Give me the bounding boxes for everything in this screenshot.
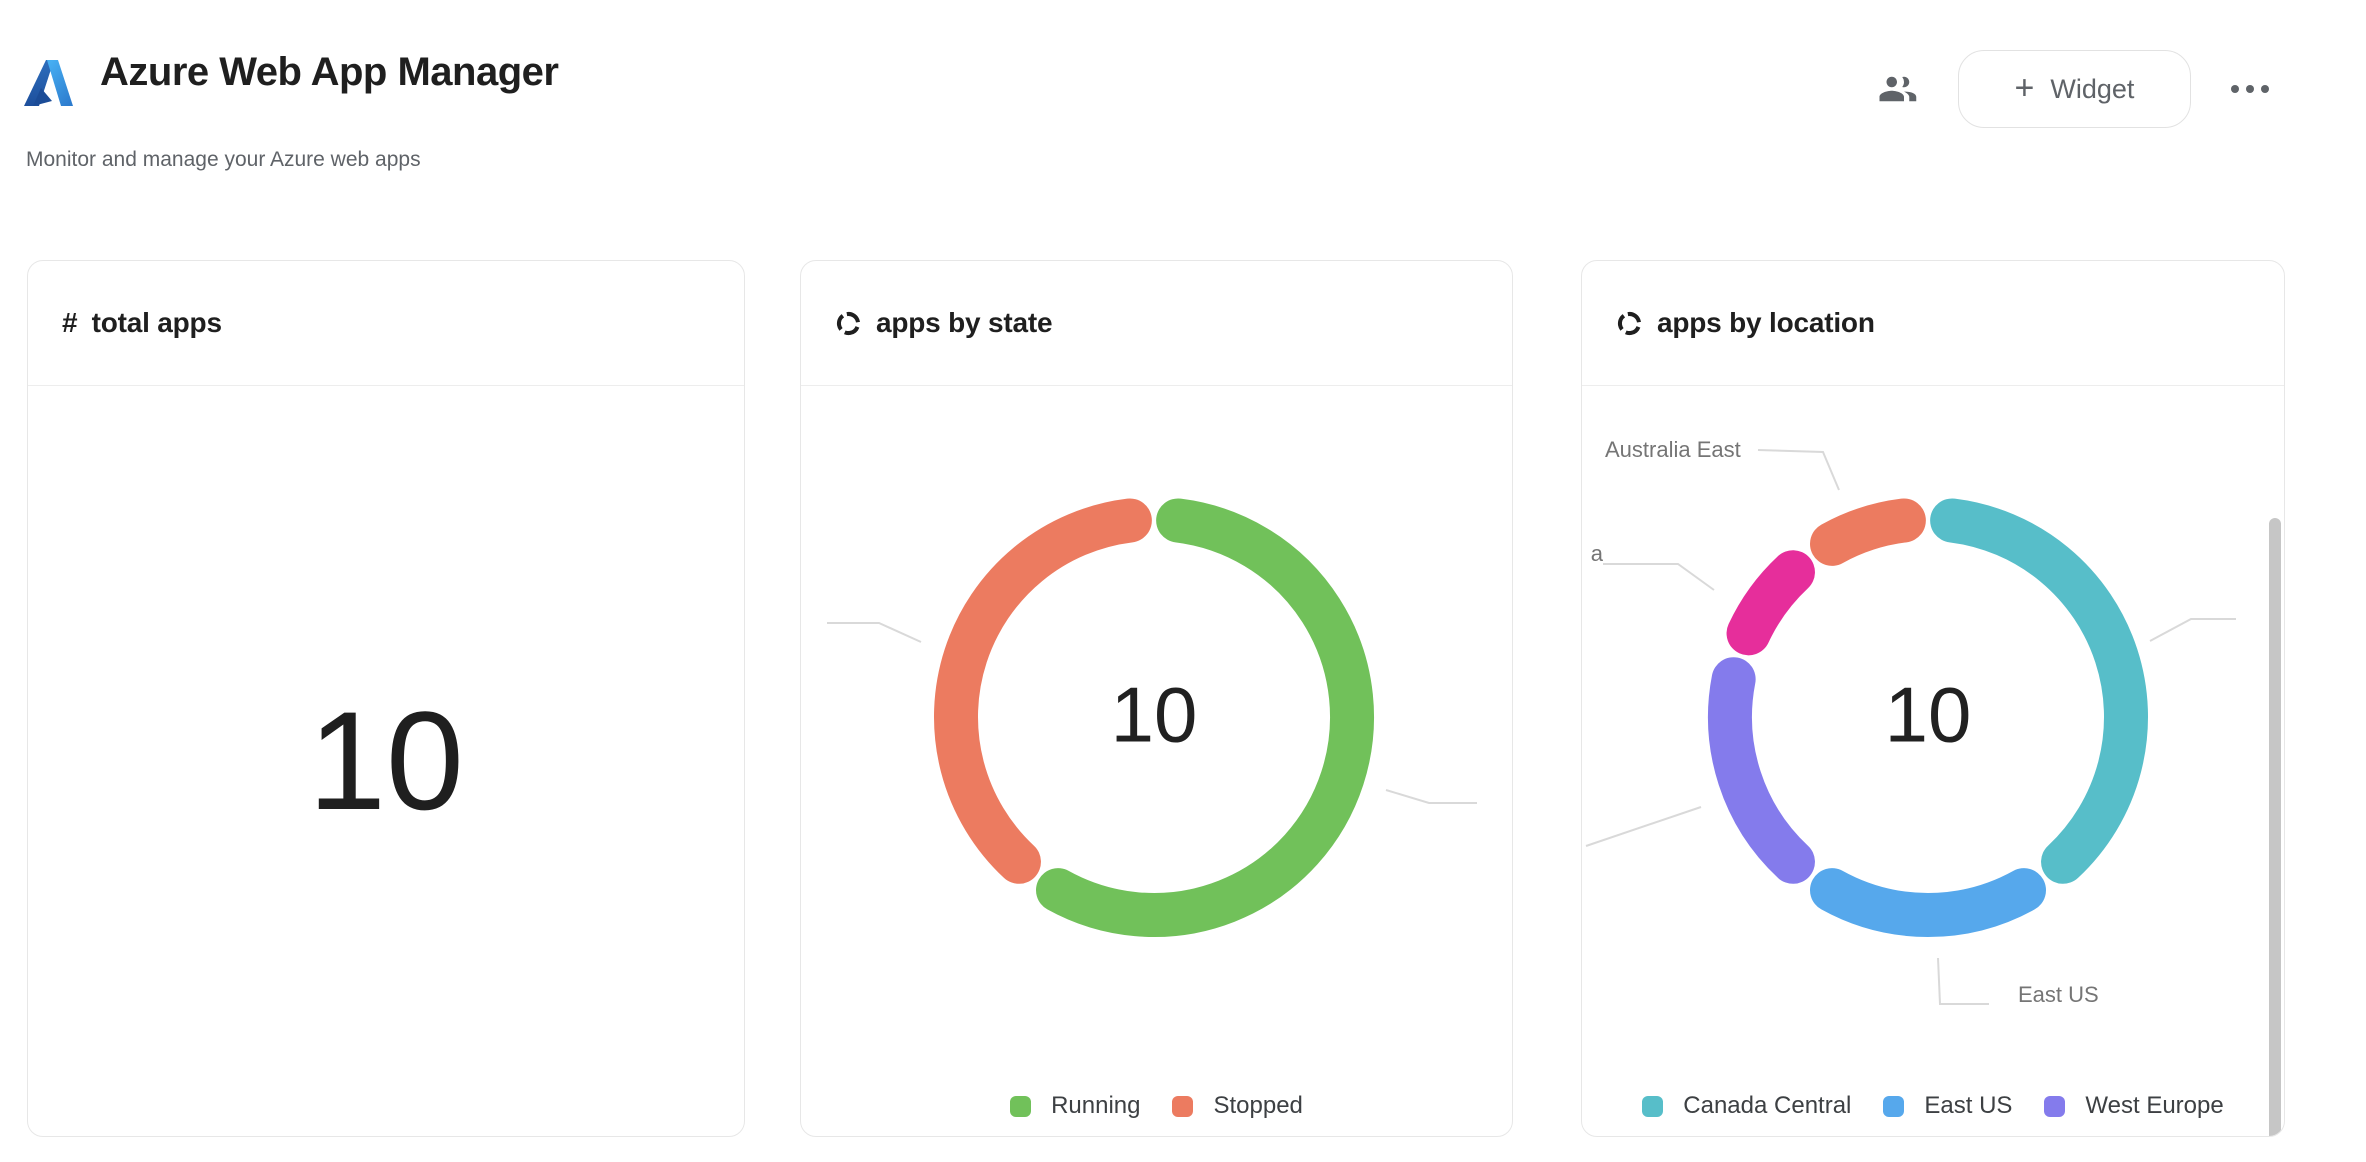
add-widget-label: Widget (2050, 73, 2135, 104)
legend-item-east-us[interactable]: East US (1883, 1092, 2012, 1120)
donut-segment-australia-east[interactable] (1810, 498, 1926, 566)
widget-card-total-apps: # total apps 10 (27, 260, 745, 1137)
donut-segment-west-europe[interactable] (1708, 657, 1815, 884)
total-apps-value: 10 (308, 682, 464, 839)
apps-by-state-donut-chart (827, 498, 1477, 937)
pie-label-leader-line (1937, 957, 1989, 1005)
more-options-button[interactable] (2222, 64, 2278, 114)
donut-segment-canada-central[interactable] (1930, 498, 2148, 884)
pie-label-leader-line (2149, 618, 2236, 642)
pie-label-leader-line (1757, 449, 1840, 491)
card-body: Australia East a East US 10 Canada Central… (1582, 386, 2284, 1136)
legend-label: Running (1051, 1092, 1141, 1119)
plus-icon: + (2014, 68, 2035, 107)
legend-item-canada-central[interactable]: Canada Central (1642, 1092, 1851, 1120)
pie-outer-label: Australia East (1605, 437, 1741, 462)
card-header: # total apps (28, 261, 744, 386)
vertical-scrollbar[interactable] (2269, 518, 2281, 1136)
legend-item-west-europe[interactable]: West Europe (2044, 1092, 2224, 1120)
legend-label: East US (1924, 1092, 2013, 1119)
card-body: 10 (28, 386, 744, 1136)
card-header: apps by state (801, 261, 1512, 386)
donut-center-value: 10 (1884, 670, 1972, 759)
hash-icon: # (62, 307, 78, 338)
donut-chart-icon (836, 311, 861, 335)
legend-label: Canada Central (1683, 1092, 1852, 1119)
card-body: 10 Running Stopped (801, 386, 1512, 1136)
people-icon (1879, 76, 1917, 102)
page-subtitle: Monitor and manage your Azure web apps (26, 148, 421, 171)
donut-segment-stopped[interactable] (934, 498, 1152, 884)
donut-segment-running[interactable] (1036, 498, 1374, 937)
add-widget-button[interactable]: + Widget (1958, 50, 2191, 128)
card-title: apps by state (876, 307, 1053, 338)
donut-chart-icon (1617, 311, 1642, 335)
legend-swatch-canada-central (1642, 1095, 1664, 1117)
pie-label-leader-line (827, 622, 922, 643)
legend-swatch-east-us (1883, 1095, 1905, 1117)
card-title: total apps (91, 307, 222, 338)
legend-swatch-stopped (1172, 1095, 1194, 1117)
legend-label: Stopped (1213, 1092, 1303, 1119)
pie-label-leader-line (1385, 789, 1477, 804)
azure-logo-icon (24, 60, 73, 106)
legend-swatch-west-europe (2044, 1095, 2066, 1117)
legend-swatch-running (1010, 1095, 1032, 1117)
pie-label-leader-line (1585, 806, 1702, 847)
legend-item-running[interactable]: Running (1010, 1092, 1140, 1120)
page-title: Azure Web App Manager (100, 50, 559, 94)
widget-card-apps-by-state: apps by state 10 Running Stopped (800, 260, 1513, 1137)
pie-outer-label: a (1591, 541, 1604, 566)
card-title: apps by location (1657, 307, 1875, 338)
apps-by-location-donut-chart: Australia East a East US (1585, 437, 2236, 1007)
chart-legend: Running Stopped (801, 1092, 1512, 1120)
legend-item-stopped[interactable]: Stopped (1172, 1092, 1303, 1120)
share-users-button[interactable] (1872, 64, 1922, 114)
card-header: apps by location (1582, 261, 2284, 386)
donut-center-value: 10 (1110, 670, 1198, 759)
pie-label-leader-line (1603, 563, 1715, 591)
legend-label: West Europe (2085, 1092, 2224, 1119)
widget-card-apps-by-location: apps by location Australia East a East US … (1581, 260, 2285, 1137)
ellipsis-icon (2231, 85, 2269, 93)
chart-legend: Canada Central East US West Europe (1582, 1092, 2284, 1120)
donut-segment-east-us[interactable] (1810, 868, 2046, 937)
donut-segment-a[interactable] (1726, 550, 1815, 656)
pie-outer-label: East US (2018, 982, 2099, 1007)
